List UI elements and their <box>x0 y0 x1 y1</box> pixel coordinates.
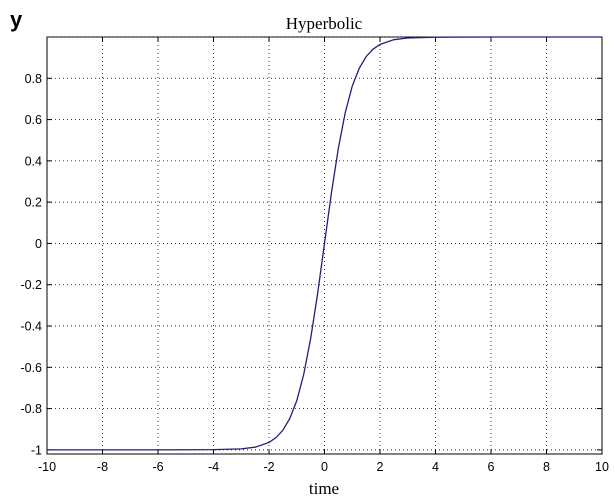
x-tick-label: -2 <box>263 460 274 474</box>
series-line-0 <box>47 36 602 451</box>
y-tick-label: 0.4 <box>25 154 42 168</box>
x-tick-label: -4 <box>208 460 219 474</box>
y-tick-label: 0.6 <box>25 113 42 127</box>
series <box>47 36 602 451</box>
y-tick-label: -0.8 <box>20 402 42 416</box>
y-tick-label: 0.8 <box>25 72 42 86</box>
x-tick-label: -10 <box>38 460 56 474</box>
y-tick-labels: -1 -0.8 -0.6 -0.4 -0.2 0 0.2 0.4 0.6 0.8 <box>20 72 42 458</box>
x-tick-label: -8 <box>97 460 108 474</box>
chart-title: Hyperbolic <box>286 14 363 33</box>
y-tick-label: -0.6 <box>20 361 42 375</box>
x-axis-label: time <box>309 479 339 498</box>
x-tick-label: 0 <box>321 460 328 474</box>
y-tick-label: 0 <box>35 237 42 251</box>
x-tick-label: -6 <box>152 460 163 474</box>
x-tick-label: 6 <box>488 460 495 474</box>
y-tick-label: -0.2 <box>20 278 42 292</box>
x-tick-label: 4 <box>432 460 439 474</box>
y-tick-label: 0.2 <box>25 196 42 210</box>
y-tick-label: -0.4 <box>20 320 42 334</box>
y-axis-label: y <box>10 7 23 32</box>
x-tick-label: 2 <box>377 460 384 474</box>
x-tick-label: 8 <box>543 460 550 474</box>
x-tick-label: 10 <box>595 460 609 474</box>
y-tick-label: -1 <box>31 443 42 457</box>
x-tick-labels: -10 -8 -6 -4 -2 0 2 4 6 8 10 <box>38 460 609 474</box>
